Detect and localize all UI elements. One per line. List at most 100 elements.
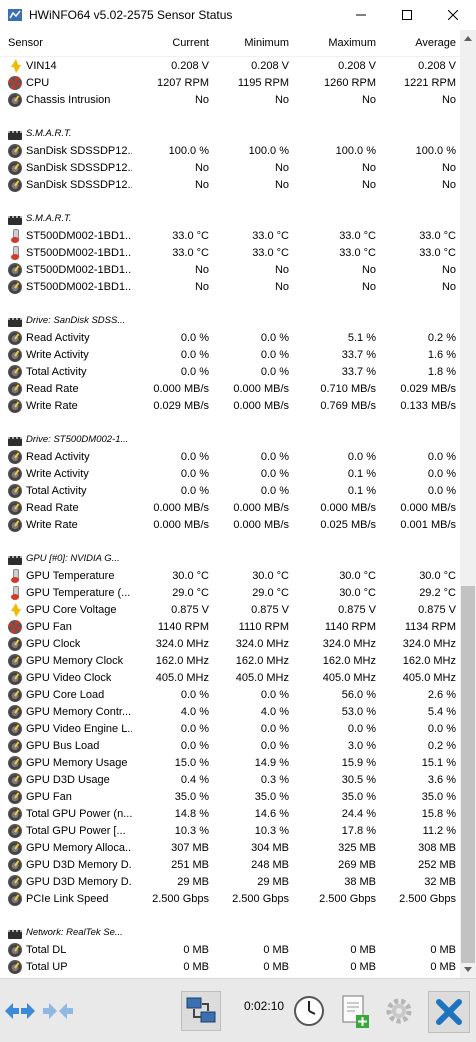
- sensor-group-header[interactable]: S.M.A.R.T.: [0, 210, 460, 227]
- thermometer-icon: [8, 228, 22, 243]
- table-row[interactable]: PCIe Link Speed 2.500 Gbps 2.500 Gbps 2.500…: [0, 890, 460, 907]
- table-row[interactable]: Write Activity 0.0 % 0.0 % 0.1 % 0.0 %: [0, 465, 460, 482]
- current-value: 0.0 %: [180, 348, 209, 361]
- table-row[interactable]: GPU Memory Alloca... 307 MB 304 MB 325 MB 30…: [0, 839, 460, 856]
- minimum-value: 30.0 °C: [252, 569, 289, 582]
- table-row[interactable]: VIN14 0.208 V 0.208 V 0.208 V 0.208 V: [0, 57, 460, 74]
- table-row[interactable]: GPU Clock 324.0 MHz 324.0 MHz 324.0 MHz 324.…: [0, 635, 460, 652]
- scroll-thumb[interactable]: [461, 586, 475, 963]
- maximum-value: 2.500 Gbps: [319, 892, 376, 905]
- table-row[interactable]: Total Activity 0.0 % 0.0 % 0.1 % 0.0 %: [0, 482, 460, 499]
- sensor-group-header[interactable]: Drive: SanDisk SDSS...: [0, 312, 460, 329]
- current-value: 29.0 °C: [172, 586, 209, 599]
- sensor-label: CPU: [26, 76, 50, 89]
- gauge-icon: [8, 330, 22, 345]
- table-row[interactable]: GPU Temperature (... 29.0 °C 29.0 °C 30.0 °…: [0, 584, 460, 601]
- sensor-group-header[interactable]: Drive: ST500DM002-1...: [0, 431, 460, 448]
- row-spacer: [0, 907, 460, 924]
- gauge-icon: [8, 398, 22, 413]
- table-row[interactable]: Chassis Intrusion No No No No: [0, 91, 460, 108]
- minimize-button[interactable]: [338, 0, 384, 30]
- sensor-group-header[interactable]: GPU [#0]: NVIDIA G...: [0, 550, 460, 567]
- table-row[interactable]: Read Activity 0.0 % 0.0 % 5.1 % 0.2 %: [0, 329, 460, 346]
- vertical-scrollbar[interactable]: [460, 30, 476, 978]
- column-header-current[interactable]: Current: [172, 37, 209, 49]
- sensor-table[interactable]: Sensor Current Minimum Maximum Average V…: [0, 30, 460, 978]
- sensor-name-cell: GPU Video Engine L...: [0, 721, 132, 736]
- table-row[interactable]: GPU D3D Usage 0.4 % 0.3 % 30.5 % 3.6 %: [0, 771, 460, 788]
- sensor-name-cell: GPU Bus Load: [0, 738, 132, 753]
- scroll-down-button[interactable]: [460, 961, 476, 978]
- maximum-value: 3.0 %: [347, 739, 376, 752]
- table-row[interactable]: Read Rate 0.000 MB/s 0.000 MB/s 0.000 MB/s 0…: [0, 499, 460, 516]
- network-button[interactable]: [181, 991, 221, 1031]
- table-row[interactable]: GPU Temperature 30.0 °C 30.0 °C 30.0 °C 30.0…: [0, 567, 460, 584]
- minimum-value: 100.0 %: [248, 144, 289, 157]
- table-row[interactable]: GPU Memory Usage 15.0 % 14.9 % 15.9 % 15.1 %: [0, 754, 460, 771]
- average-value: 30.0 °C: [419, 569, 456, 582]
- reset-timer-button[interactable]: [291, 991, 327, 1031]
- sensor-group-header[interactable]: S.M.A.R.T.: [0, 125, 460, 142]
- table-row[interactable]: Write Rate 0.029 MB/s 0.000 MB/s 0.769 MB/s…: [0, 397, 460, 414]
- average-value: 0.0 %: [427, 722, 456, 735]
- table-row[interactable]: Total GPU Power [... 10.3 % 10.3 % 17.8 % 11…: [0, 822, 460, 839]
- minimum-value: 0.000 MB/s: [233, 399, 289, 412]
- table-row[interactable]: Write Rate 0.000 MB/s 0.000 MB/s 0.025 MB/s…: [0, 516, 460, 533]
- scroll-up-button[interactable]: [460, 30, 476, 47]
- table-row[interactable]: ST500DM002-1BD1... No No No No: [0, 261, 460, 278]
- table-row[interactable]: GPU D3D Memory D... 29 MB 29 MB 38 MB 32 MB: [0, 873, 460, 890]
- sensor-name-cell: GPU Memory Usage: [0, 755, 132, 770]
- close-button[interactable]: [430, 0, 476, 30]
- close-sensors-button[interactable]: [428, 991, 470, 1033]
- column-header-average[interactable]: Average: [415, 37, 456, 49]
- collapse-columns-button[interactable]: [40, 995, 76, 1027]
- settings-button[interactable]: [381, 991, 417, 1031]
- table-row[interactable]: GPU Memory Contr... 4.0 % 4.0 % 53.0 % 5.4 %: [0, 703, 460, 720]
- column-header-maximum[interactable]: Maximum: [328, 37, 376, 49]
- table-row[interactable]: SanDisk SDSSDP12... 100.0 % 100.0 % 100.0 %…: [0, 142, 460, 159]
- table-row[interactable]: ST500DM002-1BD1... 33.0 °C 33.0 °C 33.0 °C 3…: [0, 244, 460, 261]
- sensor-label: GPU Memory Alloca...: [26, 841, 132, 854]
- column-header-minimum[interactable]: Minimum: [244, 37, 289, 49]
- maximum-value: 0.0 %: [347, 722, 376, 735]
- table-row[interactable]: Total Activity 0.0 % 0.0 % 33.7 % 1.8 %: [0, 363, 460, 380]
- current-value: 4.0 %: [180, 705, 209, 718]
- maximum-value: 0.875 V: [338, 603, 376, 616]
- arrows-inward-icon: [43, 1003, 73, 1019]
- table-row[interactable]: GPU Memory Clock 162.0 MHz 162.0 MHz 162.0 …: [0, 652, 460, 669]
- fan-icon: [8, 619, 22, 634]
- table-row[interactable]: Read Activity 0.0 % 0.0 % 0.0 % 0.0 %: [0, 448, 460, 465]
- sensor-label: SanDisk SDSSDP12...: [26, 144, 132, 157]
- table-row[interactable]: SanDisk SDSSDP12... No No No No: [0, 176, 460, 193]
- current-value: 251 MB: [171, 858, 209, 871]
- sensor-label: GPU Bus Load: [26, 739, 100, 752]
- table-row[interactable]: Total GPU Power (n... 14.8 % 14.6 % 24.4 % 1…: [0, 805, 460, 822]
- table-row[interactable]: ST500DM002-1BD1... 33.0 °C 33.0 °C 33.0 °C 3…: [0, 227, 460, 244]
- table-row[interactable]: GPU Video Engine L... 0.0 % 0.0 % 0.0 % 0.0 …: [0, 720, 460, 737]
- table-row[interactable]: Total DL 0 MB 0 MB 0 MB 0 MB: [0, 941, 460, 958]
- table-row[interactable]: GPU Core Load 0.0 % 0.0 % 56.0 % 2.6 %: [0, 686, 460, 703]
- table-row[interactable]: GPU D3D Memory D... 251 MB 248 MB 269 MB 252…: [0, 856, 460, 873]
- table-row[interactable]: GPU Video Clock 405.0 MHz 405.0 MHz 405.0 M…: [0, 669, 460, 686]
- sensor-group-header[interactable]: Network: RealTek Se...: [0, 924, 460, 941]
- average-value: 11.2 %: [422, 824, 456, 837]
- sensor-label: Total Activity: [26, 365, 87, 378]
- expand-columns-button[interactable]: [2, 995, 38, 1027]
- maximize-button[interactable]: [384, 0, 430, 30]
- table-row[interactable]: ST500DM002-1BD1... No No No No: [0, 278, 460, 295]
- table-row[interactable]: Write Activity 0.0 % 0.0 % 33.7 % 1.6 %: [0, 346, 460, 363]
- table-row[interactable]: CPU 1207 RPM 1195 RPM 1260 RPM 1221 RPM: [0, 74, 460, 91]
- sensor-name-cell: ST500DM002-1BD1...: [0, 279, 132, 294]
- add-logging-button[interactable]: [337, 991, 373, 1031]
- maximum-value: 30.0 °C: [339, 569, 376, 582]
- table-row[interactable]: Read Rate 0.000 MB/s 0.000 MB/s 0.710 MB/s 0…: [0, 380, 460, 397]
- thermometer-icon: [8, 245, 22, 260]
- table-row[interactable]: SanDisk SDSSDP12... No No No No: [0, 159, 460, 176]
- table-row[interactable]: GPU Core Voltage 0.875 V 0.875 V 0.875 V 0.8…: [0, 601, 460, 618]
- table-row[interactable]: GPU Fan 1140 RPM 1110 RPM 1140 RPM 1134 RPM: [0, 618, 460, 635]
- column-header-sensor[interactable]: Sensor: [8, 37, 43, 49]
- table-row[interactable]: GPU Bus Load 0.0 % 0.0 % 3.0 % 0.2 %: [0, 737, 460, 754]
- table-row[interactable]: Total UP 0 MB 0 MB 0 MB 0 MB: [0, 958, 460, 975]
- table-row[interactable]: GPU Fan 35.0 % 35.0 % 35.0 % 35.0 %: [0, 788, 460, 805]
- maximum-value: 1140 RPM: [324, 620, 376, 633]
